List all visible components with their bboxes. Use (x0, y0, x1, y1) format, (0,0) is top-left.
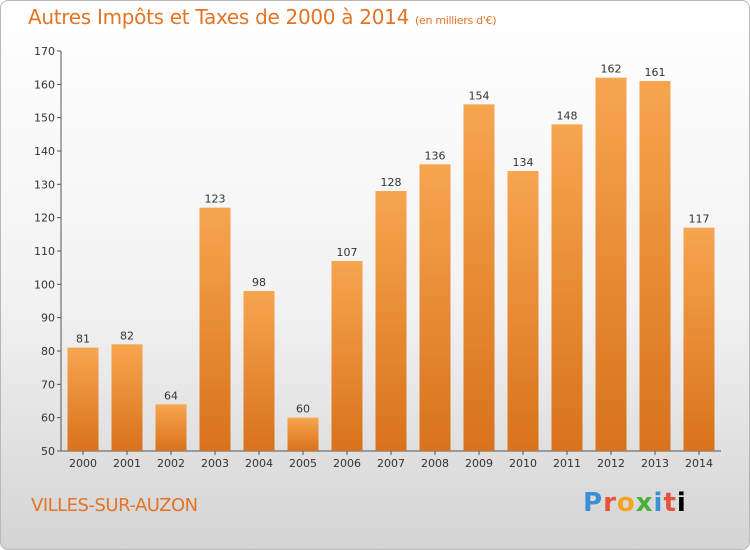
y-tick-label: 120 (34, 212, 55, 225)
chart-title: Autres Impôts et Taxes de 2000 à 2014 (en… (28, 5, 496, 29)
x-tick-label: 2009 (465, 457, 493, 470)
bar-value-label: 98 (252, 276, 266, 289)
y-tick-label: 130 (34, 178, 55, 191)
logo-letter: i (653, 488, 664, 518)
proxiti-logo: Proxiti (583, 488, 687, 518)
bar (331, 261, 363, 451)
bar-value-label: 161 (645, 66, 666, 79)
bar (419, 164, 451, 452)
x-tick-label: 2006 (333, 457, 361, 470)
axes: 50 60 70 80 90 100 110 120 130 140 150 160 170 2000 20… (34, 45, 721, 470)
y-tick-label: 60 (41, 412, 55, 425)
commune-name: VILLES-SUR-AUZON (31, 495, 198, 516)
bar (155, 404, 187, 451)
bar-value-label: 82 (120, 329, 134, 342)
bar-value-label: 134 (513, 156, 534, 169)
bar-value-label: 64 (164, 389, 178, 402)
x-tick-label: 2010 (509, 457, 537, 470)
bar (243, 291, 275, 451)
bars (67, 77, 715, 452)
bar (375, 191, 407, 451)
y-tick-label: 70 (41, 378, 55, 391)
x-tick-label: 2000 (69, 457, 97, 470)
y-tick-label: 50 (41, 445, 55, 458)
bar-value-label: 136 (425, 149, 446, 162)
bar-value-label: 128 (381, 176, 402, 189)
bar-value-label: 123 (205, 193, 226, 206)
bar (111, 344, 143, 451)
x-tick-label: 2004 (245, 457, 273, 470)
y-tick-label: 110 (34, 245, 55, 258)
x-tick-label: 2001 (113, 457, 141, 470)
y-tick-label: 150 (34, 112, 55, 125)
bar-value-label: 162 (601, 63, 622, 76)
logo-letter: i (676, 488, 687, 518)
y-tick-label: 160 (34, 78, 55, 91)
bar-value-label: 107 (337, 246, 358, 259)
logo-letter: o (616, 488, 636, 518)
y-tick-label: 170 (34, 45, 55, 58)
bar-value-label: 154 (469, 89, 490, 102)
y-tick-label: 100 (34, 278, 55, 291)
bar (551, 124, 583, 451)
logo-letter: x (635, 488, 654, 518)
x-tick-label: 2014 (685, 457, 713, 470)
chart-subtitle: (en milliers d'€) (415, 14, 497, 27)
bar-value-label: 81 (76, 333, 90, 346)
y-tick-label: 90 (41, 312, 55, 325)
bar (199, 207, 231, 451)
x-tick-label: 2012 (597, 457, 625, 470)
bar (287, 417, 319, 451)
bar (683, 227, 715, 451)
logo-letter: r (603, 488, 617, 518)
bar (463, 104, 495, 451)
logo-letter: P (583, 488, 604, 518)
data-labels: 81 82 64 123 98 60 107 128 136 154 134 148 162 161 117 (76, 63, 710, 416)
x-tick-label: 2013 (641, 457, 669, 470)
chart-title-text: Autres Impôts et Taxes de 2000 à 2014 (28, 5, 409, 29)
bar-value-label: 117 (689, 213, 710, 226)
x-tick-label: 2007 (377, 457, 405, 470)
x-tick-label: 2008 (421, 457, 449, 470)
x-tick-label: 2003 (201, 457, 229, 470)
y-tick-label: 80 (41, 345, 55, 358)
x-tick-label: 2005 (289, 457, 317, 470)
x-tick-label: 2002 (157, 457, 185, 470)
bar (595, 77, 627, 452)
bar-value-label: 148 (557, 109, 578, 122)
bar (67, 347, 99, 451)
bar-value-label: 60 (296, 403, 310, 416)
x-tick-label: 2011 (553, 457, 581, 470)
bar (507, 171, 539, 451)
y-tick-label: 140 (34, 145, 55, 158)
logo-letter: t (663, 488, 677, 518)
bar (639, 81, 671, 451)
